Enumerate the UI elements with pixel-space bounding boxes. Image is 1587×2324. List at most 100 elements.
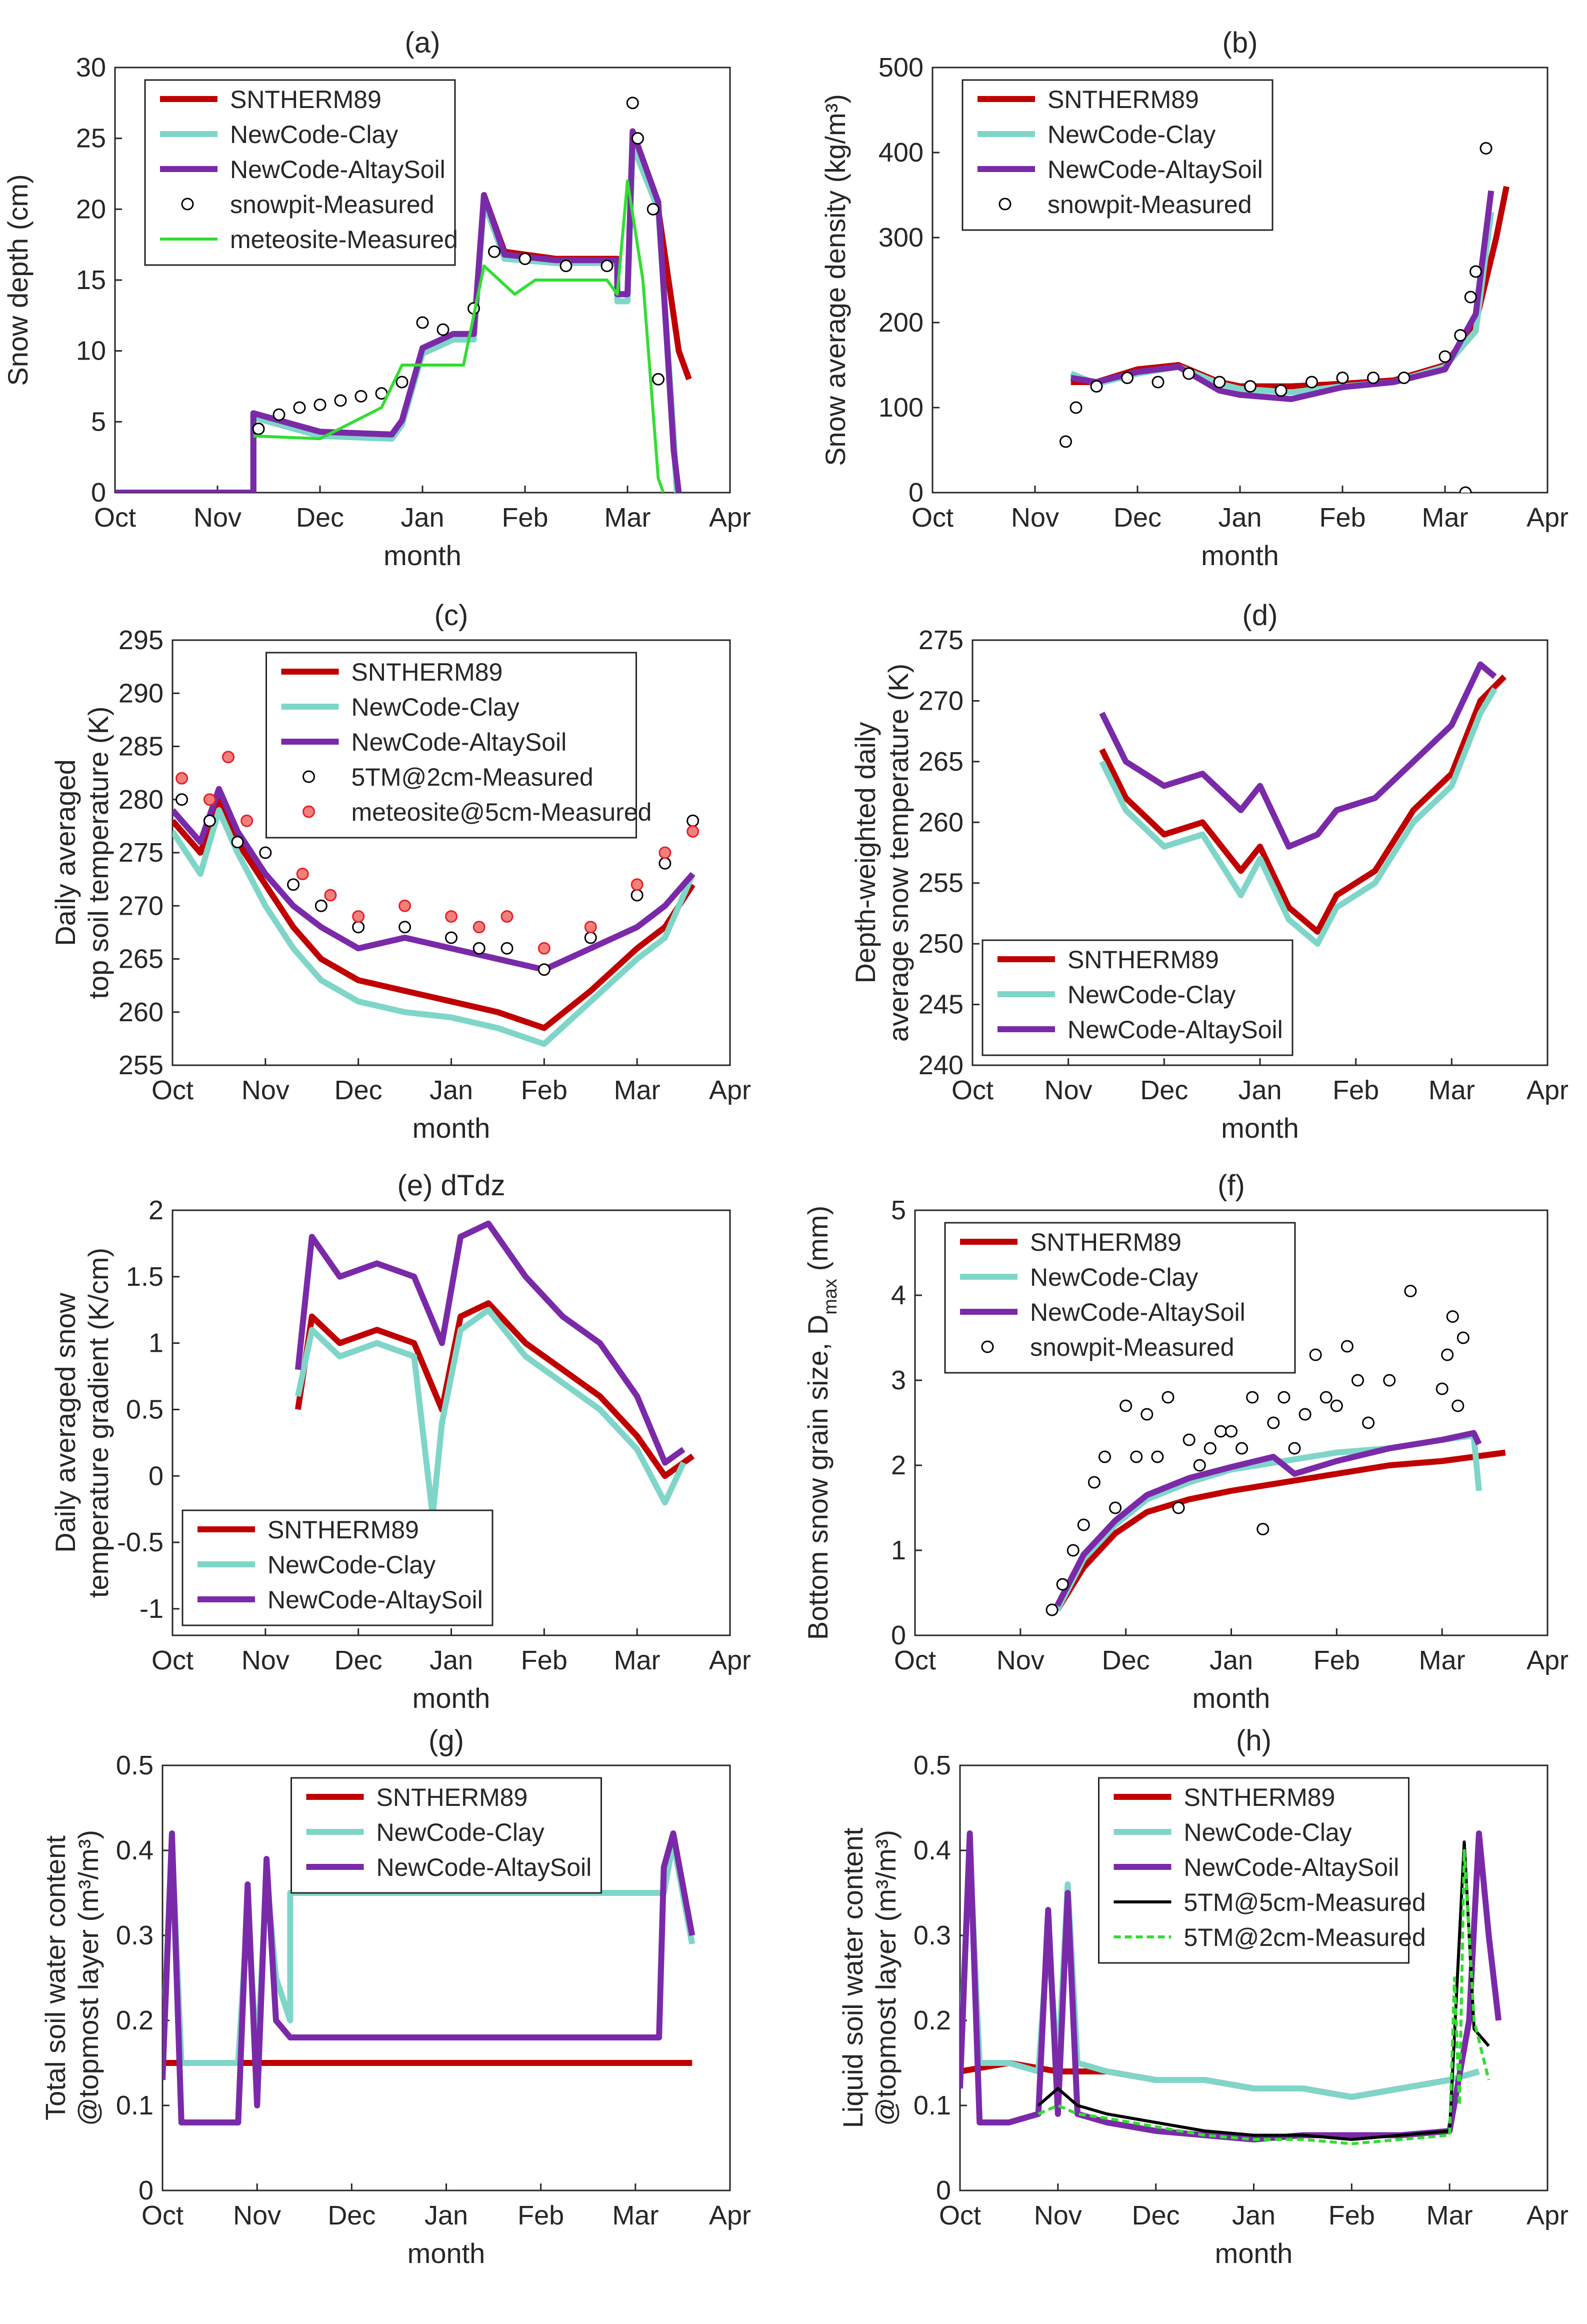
y-tick-label: 270 (918, 686, 964, 716)
x-tick-label: Dec (296, 503, 344, 533)
legend-label: NewCode-Clay (352, 693, 520, 721)
x-tick-label: Oct (912, 503, 954, 533)
x-tick-label: Dec (1140, 1075, 1188, 1105)
legend-label: NewCode-AltaySoil (352, 728, 567, 756)
legend-label: NewCode-Clay (1048, 121, 1216, 149)
x-tick-label: Oct (939, 2200, 981, 2230)
data-point (1330, 1399, 1343, 1412)
y-tick-label: 275 (918, 625, 964, 655)
series-line (294, 1220, 686, 1466)
x-tick-label: Feb (1319, 503, 1366, 533)
y-axis-label: Total soil water content@topmost layer (… (40, 1830, 104, 2126)
x-axis-label: month (384, 540, 462, 571)
x-tick-label: Feb (521, 1075, 568, 1105)
x-tick-label: Jan (430, 1075, 473, 1105)
y-axis-label-line: average snow temperature (K) (882, 664, 914, 1042)
y-tick-label: 265 (118, 944, 164, 974)
y-tick-label: 0 (148, 1461, 164, 1491)
y-tick-label: 0 (891, 1620, 906, 1650)
y-axis-label-line: top soil temperature (K) (82, 706, 114, 999)
series-newcode-altaysoil (1099, 661, 1497, 850)
data-point (445, 910, 458, 923)
series-5tm-5cm-measured (1037, 1840, 1490, 2141)
data-point (1456, 1331, 1470, 1344)
x-tick-label: Dec (1102, 1645, 1150, 1675)
y-tick-label: 290 (118, 678, 164, 708)
data-point (488, 245, 500, 258)
y-tick-label: 295 (118, 625, 164, 655)
series-line (1099, 674, 1507, 935)
y-tick-label: 20 (76, 194, 106, 224)
data-point (203, 793, 216, 806)
data-point (584, 921, 597, 934)
legend-label: NewCode-Clay (1030, 1263, 1198, 1291)
series-line (172, 786, 696, 973)
legend-label: snowpit-Measured (1030, 1333, 1234, 1361)
x-tick-label: Mar (612, 2200, 658, 2230)
series-newcode-clay (172, 807, 696, 1047)
data-point (1182, 1433, 1196, 1446)
data-point (1172, 1501, 1185, 1514)
legend: SNTHERM89 NewCode-Clay NewCode-AltaySoil sn… (944, 1222, 1296, 1374)
x-tick-label: Feb (521, 1645, 568, 1675)
y-tick-label: 2 (891, 1450, 906, 1480)
x-tick-label: Nov (242, 1075, 290, 1105)
series-sntherm89 (294, 1300, 695, 1479)
x-tick-label: Mar (1422, 503, 1468, 533)
y-axis-label-main: Bottom snow grain size, D (802, 1315, 834, 1640)
y-axis-label-line: Total soil water content (40, 1835, 71, 2120)
series-newcode-altaysoil (172, 786, 696, 973)
y-tick-label: 1.5 (126, 1262, 164, 1292)
series-line (162, 1830, 696, 2125)
y-tick-label: 4 (891, 1280, 906, 1310)
data-point (398, 899, 412, 912)
series-newcode-clay (1070, 212, 1494, 396)
data-point (1140, 1408, 1154, 1421)
legend-label: NewCode-AltaySoil (1068, 1016, 1283, 1044)
data-point (1213, 376, 1226, 389)
legend-label: SNTHERM89 (352, 658, 503, 686)
data-point (354, 390, 368, 403)
legend: SNTHERM89 NewCode-Clay NewCode-AltaySoil (182, 1509, 494, 1626)
x-tick-label: Oct (142, 2200, 184, 2230)
data-point (1480, 142, 1492, 155)
data-point (1130, 1450, 1143, 1463)
series-snowpit-measured (1046, 1285, 1470, 1616)
y-tick-label: 280 (118, 785, 164, 815)
data-point (1340, 1340, 1354, 1353)
chart-c: (c) Oct Nov Dec Jan Feb Mar Apr month 255 260 265 27… (50, 599, 751, 1144)
y-tick-label: 10 (76, 336, 106, 366)
series-line (1099, 687, 1498, 947)
chart-title: (b) (1222, 27, 1258, 59)
x-tick-label: Mar (1419, 1645, 1466, 1675)
data-point (658, 857, 672, 870)
data-point (324, 889, 337, 902)
series-line (1054, 1430, 1482, 1607)
data-point (630, 889, 644, 902)
data-point (1070, 401, 1082, 414)
y-tick-label: 0.4 (116, 1835, 154, 1865)
data-point (630, 878, 644, 891)
x-tick-label: Nov (1011, 503, 1059, 533)
data-point (1090, 380, 1103, 393)
x-tick-label: Dec (328, 2200, 376, 2230)
legend-marker (998, 198, 1012, 211)
data-point (272, 408, 286, 421)
data-point (500, 942, 514, 955)
legend-label: NewCode-AltaySoil (268, 1586, 483, 1614)
data-point (1120, 1399, 1132, 1412)
legend-box (962, 79, 1274, 231)
series-newcode-altaysoil (294, 1220, 686, 1466)
x-tick-label: Oct (152, 1075, 194, 1105)
data-point (1267, 1416, 1280, 1429)
y-axis-label-line: Daily averaged (50, 759, 81, 946)
data-point (1441, 1348, 1454, 1361)
data-point (1256, 1523, 1270, 1535)
legend-label: snowpit-Measured (1048, 191, 1252, 219)
x-tick-label: Apr (709, 1075, 751, 1105)
legend-label: meteosite@5cm-Measured (352, 798, 652, 826)
data-point (1452, 1399, 1464, 1412)
legend-box (266, 652, 637, 839)
legend: SNTHERM89 NewCode-Clay NewCode-AltaySoil 5T… (266, 652, 652, 839)
y-axis-label: Daily averaged snowtemperature gradient … (50, 1248, 114, 1598)
